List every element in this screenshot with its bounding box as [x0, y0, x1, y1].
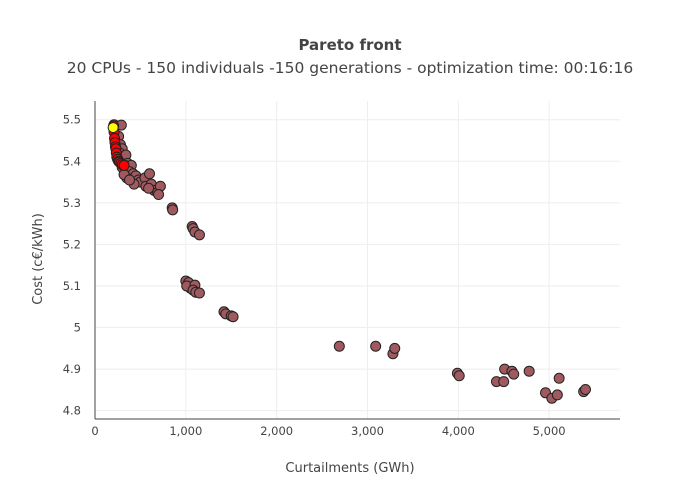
data-point-series-0: [143, 168, 155, 180]
data-point-series-0: [453, 370, 465, 382]
data-point-series-0: [153, 189, 165, 201]
x-tick-label: 2,000: [260, 424, 293, 438]
data-point-series-0: [579, 383, 591, 395]
data-point-series-0: [523, 365, 535, 377]
data-point-series-0: [333, 340, 345, 352]
data-point-series-0: [193, 287, 205, 299]
x-axis-title: Curtailments (GWh): [285, 461, 414, 476]
x-tick-label: 4,000: [442, 424, 475, 438]
data-point-series-0: [193, 229, 205, 241]
x-tick-label: 0: [91, 424, 98, 438]
chart-subtitle: 20 CPUs - 150 individuals -150 generatio…: [67, 59, 634, 77]
y-tick-label: 5.2: [63, 237, 81, 251]
data-point-series-1: [118, 159, 130, 171]
data-point-series-0: [551, 389, 563, 401]
y-axis-title: Cost (c€/kWh): [31, 213, 46, 305]
x-tick-label: 3,000: [351, 424, 384, 438]
chart-title: Pareto front: [298, 36, 401, 54]
data-point-series-0: [167, 204, 179, 216]
y-tick-label: 4.8: [63, 404, 81, 418]
gridlines: [95, 101, 620, 419]
y-tick-label: 5: [74, 321, 81, 335]
data-point-series-0: [389, 342, 401, 354]
y-tick-label: 5.1: [63, 279, 81, 293]
data-points: [107, 119, 591, 404]
y-tick-label: 5.3: [63, 196, 81, 210]
data-point-series-0: [508, 368, 520, 380]
data-point-series-0: [498, 376, 510, 388]
y-tick-label: 4.9: [63, 362, 81, 376]
y-tick-label: 5.5: [63, 113, 81, 127]
data-point-series-2: [107, 122, 119, 134]
data-point-series-0: [143, 182, 155, 194]
data-point-series-0: [370, 340, 382, 352]
tick-labels: 4.8 4.9 5 5.1 5.2 5.3 5.4 5.5 0 1,000 2,000 3,000 4,…: [63, 113, 566, 438]
x-tick-label: 5,000: [533, 424, 566, 438]
axes: [94, 101, 620, 420]
data-point-series-0: [553, 372, 565, 384]
x-tick-label: 1,000: [169, 424, 202, 438]
data-point-series-0: [124, 174, 136, 186]
data-point-series-0: [227, 311, 239, 323]
y-tick-label: 5.4: [63, 154, 81, 168]
